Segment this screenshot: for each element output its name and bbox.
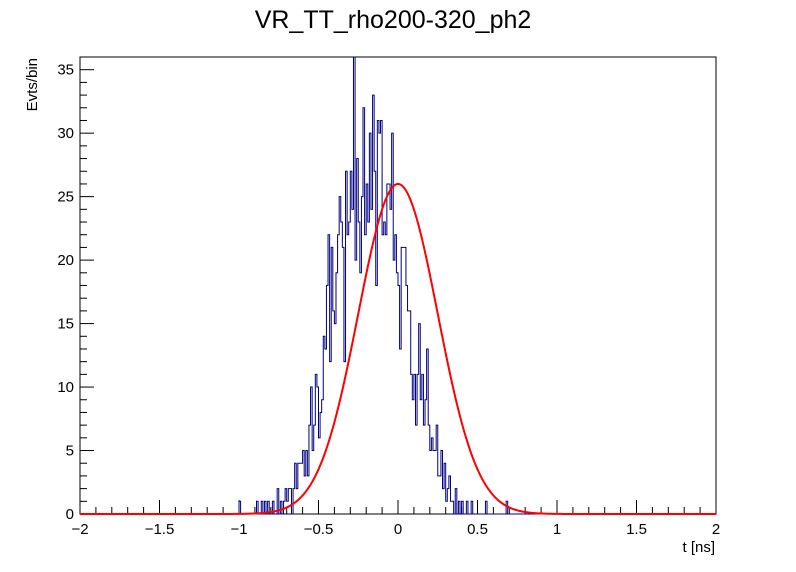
histogram-series (80, 56, 716, 515)
x-tick-label: 0.5 (467, 521, 488, 538)
x-tick-label: 0 (394, 521, 402, 538)
y-tick-label: 10 (57, 379, 74, 396)
chart-title: VR_TT_rho200-320_ph2 (255, 6, 532, 34)
gaussian-fit-curve (80, 182, 716, 515)
x-axis-ticks (79, 500, 717, 514)
y-axis-label: Evts/bin (24, 58, 41, 111)
y-tick-label: 15 (57, 316, 74, 333)
x-tick-label: −0.5 (304, 521, 334, 538)
y-tick-label: 30 (57, 125, 74, 142)
x-tick-label: −1.5 (145, 521, 175, 538)
x-axis-tick-labels: −2 −1.5 −1 −0.5 0 0.5 1 1.5 2 (71, 521, 720, 538)
x-tick-label: 1.5 (626, 521, 647, 538)
y-axis-tick-labels: 0 5 10 15 20 25 30 35 (57, 62, 74, 523)
x-tick-label: −1 (230, 521, 247, 538)
y-tick-label: 0 (66, 506, 74, 523)
x-tick-label: −2 (71, 521, 88, 538)
x-tick-label: 2 (712, 521, 720, 538)
y-axis-ticks (80, 56, 94, 515)
y-tick-label: 35 (57, 62, 74, 79)
x-axis-label: t [ns] (682, 539, 715, 556)
x-tick-label: 1 (553, 521, 561, 538)
y-tick-label: 5 (66, 443, 74, 460)
y-tick-label: 25 (57, 189, 74, 206)
y-tick-label: 20 (57, 252, 74, 269)
